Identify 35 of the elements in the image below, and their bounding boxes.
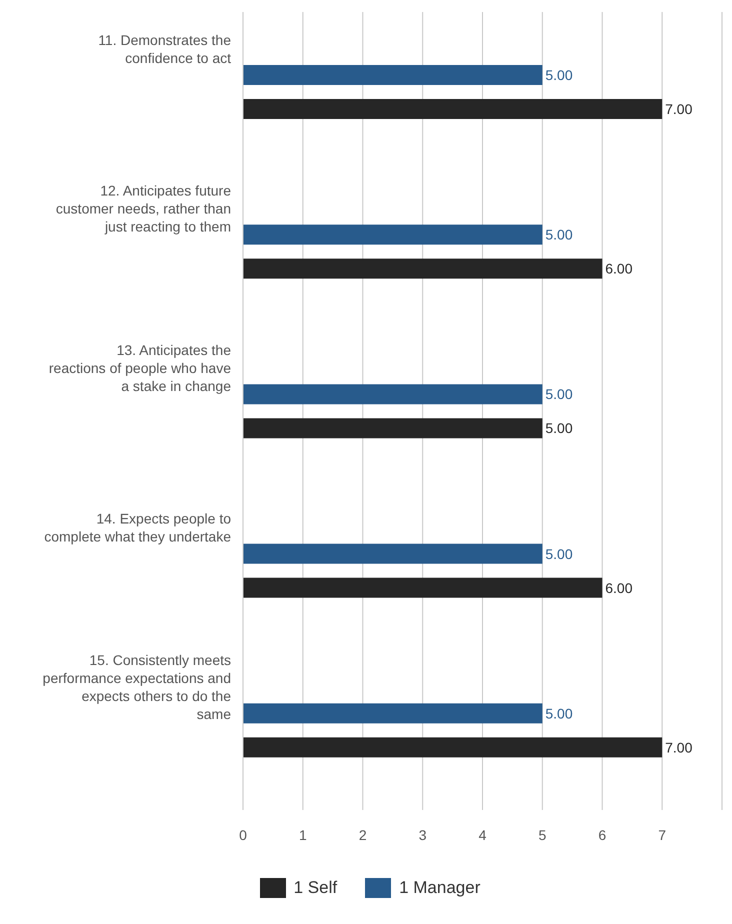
- legend-label: 1 Self: [294, 878, 338, 898]
- data-label: 5.00: [545, 226, 573, 243]
- x-tick-label: 1: [298, 826, 307, 843]
- bar: [243, 578, 602, 598]
- data-label: 6.00: [605, 260, 633, 277]
- data-label: 5.00: [545, 705, 573, 722]
- y-tick-label: 15. Consistently meets performance expectations and expects others to do the same: [42, 652, 232, 722]
- x-tick-label: 7: [658, 826, 666, 843]
- bar: [243, 99, 662, 119]
- x-tick-label: 5: [538, 826, 546, 843]
- x-tick-label: 3: [418, 826, 427, 843]
- bar: [243, 384, 542, 404]
- x-tick-label: 6: [598, 826, 606, 843]
- bar: [243, 224, 542, 245]
- x-tick-label: 0: [239, 826, 248, 843]
- y-tick-label: 13. Anticipates the reactions of people who have a stake in change: [48, 342, 232, 394]
- bar: [243, 544, 542, 564]
- x-tick-label: 4: [478, 826, 487, 843]
- bar: [243, 703, 542, 724]
- legend-label: 1 Manager: [399, 878, 480, 898]
- x-tick-label: 2: [358, 826, 367, 843]
- data-label: 5.00: [545, 546, 573, 562]
- data-label: 7.00: [665, 739, 693, 756]
- data-label: 5.00: [545, 420, 573, 436]
- data-label: 6.00: [605, 580, 633, 596]
- data-label: 7.00: [665, 101, 693, 117]
- bar: [243, 418, 542, 438]
- bar: [243, 258, 602, 279]
- data-label: 5.00: [545, 67, 573, 83]
- data-label: 5.00: [545, 386, 573, 402]
- bar: [243, 65, 542, 85]
- y-tick-label: 12. Anticipates future customer needs, rather than just reacting to them: [56, 182, 232, 234]
- y-tick-label: 14. Expects people to complete what they undertake: [44, 510, 232, 545]
- y-tick-label: 11. Demonstrates the confidence to act: [98, 32, 232, 66]
- bar: [243, 737, 662, 758]
